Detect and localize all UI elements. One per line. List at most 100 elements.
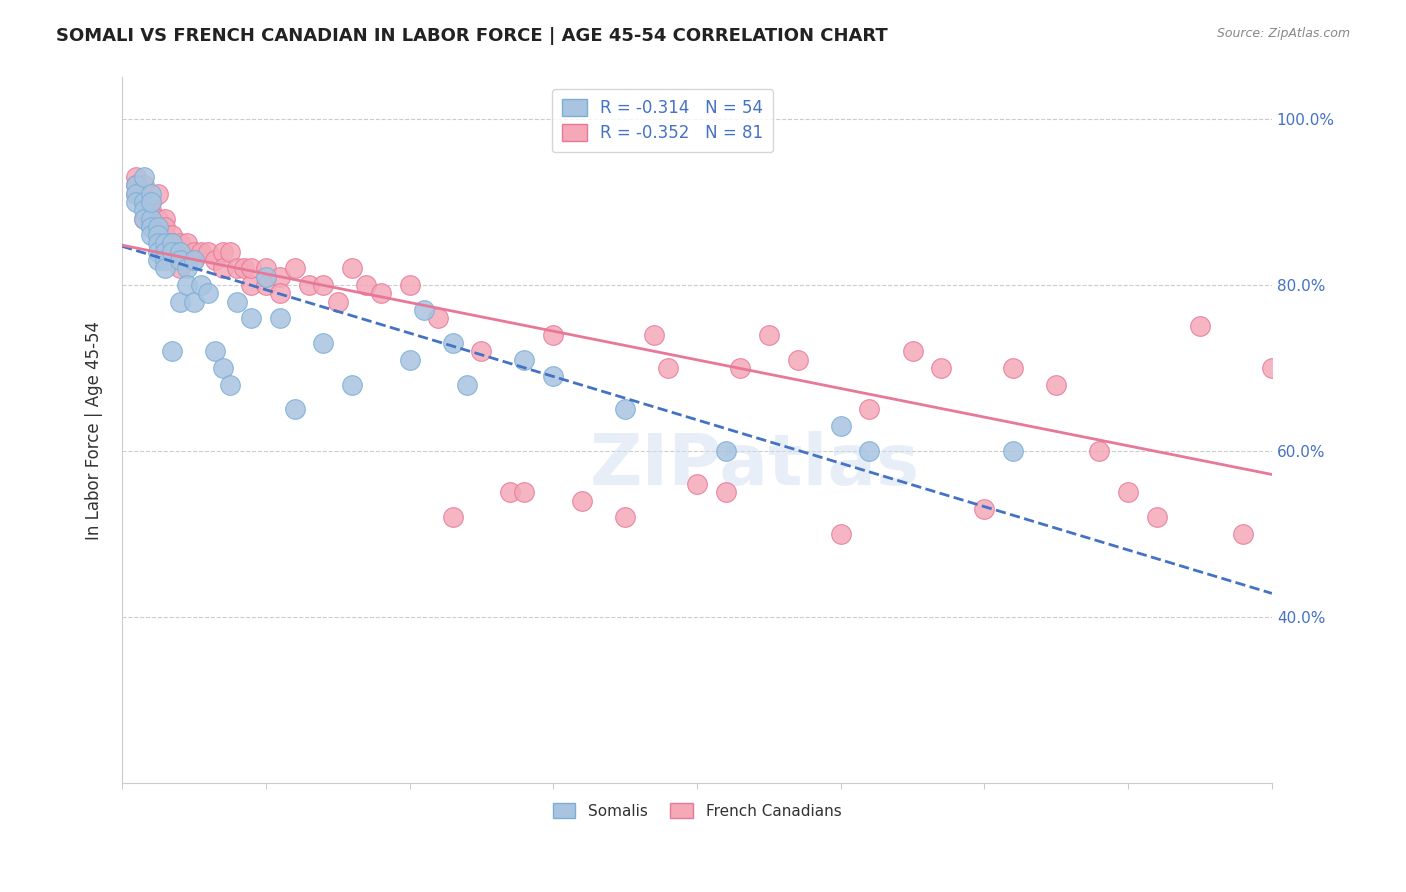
Point (226, 294, 249, 309)
Point (657, 361, 679, 376)
Point (441, 510, 464, 524)
Point (441, 336, 464, 351)
Point (139, 219, 162, 234)
Point (169, 261, 191, 276)
Point (218, 377, 240, 392)
Point (398, 352, 420, 367)
Point (153, 219, 176, 234)
Text: SOMALI VS FRENCH CANADIAN IN LABOR FORCE | AGE 45-54 CORRELATION CHART: SOMALI VS FRENCH CANADIAN IN LABOR FORCE… (56, 27, 889, 45)
Point (146, 186, 169, 201)
Point (269, 311, 291, 326)
Point (1375, 510, 1398, 524)
Point (1232, 527, 1254, 541)
Point (146, 219, 169, 234)
Point (456, 377, 478, 392)
Point (146, 236, 169, 251)
Point (125, 186, 148, 201)
Point (162, 236, 184, 251)
Point (139, 211, 162, 226)
Point (153, 211, 176, 226)
Point (312, 277, 335, 292)
Point (132, 203, 155, 218)
Point (901, 344, 924, 359)
Point (197, 286, 219, 301)
Point (183, 294, 205, 309)
Point (139, 228, 162, 243)
Point (254, 277, 277, 292)
Point (226, 261, 249, 276)
Point (571, 493, 593, 508)
Point (139, 219, 162, 234)
Point (714, 485, 737, 500)
Point (240, 311, 263, 326)
Point (132, 211, 155, 226)
Point (162, 344, 184, 359)
Point (146, 211, 169, 226)
Point (204, 253, 226, 268)
Point (714, 444, 737, 458)
Point (240, 277, 263, 292)
Point (686, 477, 709, 491)
Point (169, 294, 191, 309)
Point (190, 277, 212, 292)
Point (183, 253, 205, 268)
Point (233, 261, 256, 276)
Point (541, 327, 564, 342)
Point (211, 261, 233, 276)
Y-axis label: In Labor Force | Age 45-54: In Labor Force | Age 45-54 (86, 321, 103, 540)
Point (132, 169, 155, 184)
Point (139, 194, 162, 209)
Point (340, 261, 363, 276)
Point (283, 402, 305, 417)
Point (269, 286, 291, 301)
Point (1289, 377, 1312, 392)
Point (153, 236, 176, 251)
Point (858, 444, 880, 458)
Point (1405, 361, 1406, 376)
Point (132, 178, 155, 193)
Point (153, 261, 176, 276)
Point (125, 186, 148, 201)
Point (211, 361, 233, 376)
Point (169, 236, 191, 251)
Point (973, 502, 995, 516)
Point (728, 361, 751, 376)
Point (513, 485, 536, 500)
Point (139, 186, 162, 201)
Point (830, 419, 852, 434)
Point (139, 211, 162, 226)
Point (326, 294, 349, 309)
Point (125, 178, 148, 193)
Point (183, 244, 205, 259)
Point (139, 194, 162, 209)
Point (125, 169, 148, 184)
Point (176, 236, 198, 251)
Point (146, 253, 169, 268)
Point (312, 336, 335, 351)
Point (283, 261, 305, 276)
Point (370, 286, 392, 301)
Point (1045, 377, 1067, 392)
Point (269, 269, 291, 284)
Point (931, 361, 953, 376)
Point (176, 261, 198, 276)
Point (254, 261, 277, 276)
Point (146, 244, 169, 259)
Point (139, 203, 162, 218)
Point (176, 277, 198, 292)
Point (153, 244, 176, 259)
Point (153, 253, 176, 268)
Point (146, 228, 169, 243)
Point (541, 369, 564, 384)
Legend: Somalis, French Canadians: Somalis, French Canadians (547, 797, 848, 825)
Point (211, 244, 233, 259)
Point (340, 377, 363, 392)
Point (162, 228, 184, 243)
Point (1261, 361, 1284, 376)
Point (204, 344, 226, 359)
Point (153, 228, 176, 243)
Point (162, 244, 184, 259)
Point (1116, 485, 1139, 500)
Point (1088, 444, 1111, 458)
Point (830, 527, 852, 541)
